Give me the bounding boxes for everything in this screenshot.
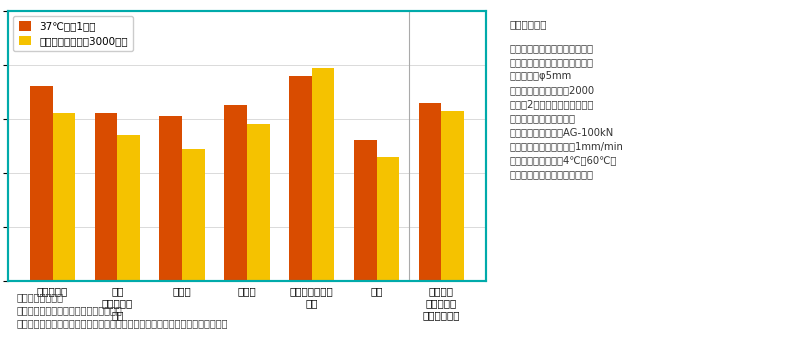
Text: ＜被着体の処理＞
ジルコニア、金属：サンドブラスト処理
陶材、ニケイ酸リチウム系セラミックス：リン酸エッチング処理後、シラン処理: ＜被着体の処理＞ ジルコニア、金属：サンドブラスト処理 陶材、ニケイ酸リチウム系…: [16, 292, 228, 329]
Bar: [30, 86, 53, 281]
Bar: [53, 113, 75, 281]
Legend: 37℃水中1日後, サーマルサイクル3000回後: 37℃水中1日後, サーマルサイクル3000回後: [13, 16, 133, 51]
Bar: [419, 103, 441, 281]
Bar: [312, 68, 335, 281]
Bar: [224, 105, 247, 281]
Bar: [377, 157, 399, 281]
Text: ＜測定条件＞: ＜測定条件＞: [509, 19, 547, 29]
Bar: [95, 113, 117, 281]
Bar: [289, 76, 312, 281]
Bar: [247, 124, 270, 281]
Bar: [117, 135, 140, 281]
Text: クラレノリタケデンタル社測定
被着面：人歯＃１０００研磨面
被着面積：φ5mm
マージン部ヘベンキュ2000
　にて2方向から各１０秒照射
測定装置：島津製作所: クラレノリタケデンタル社測定 被着面：人歯＃１０００研磨面 被着面積：φ5mm …: [509, 43, 623, 179]
Bar: [441, 111, 464, 281]
Bar: [160, 116, 182, 281]
Bar: [8, 11, 486, 281]
Bar: [182, 149, 205, 281]
Bar: [354, 140, 377, 281]
